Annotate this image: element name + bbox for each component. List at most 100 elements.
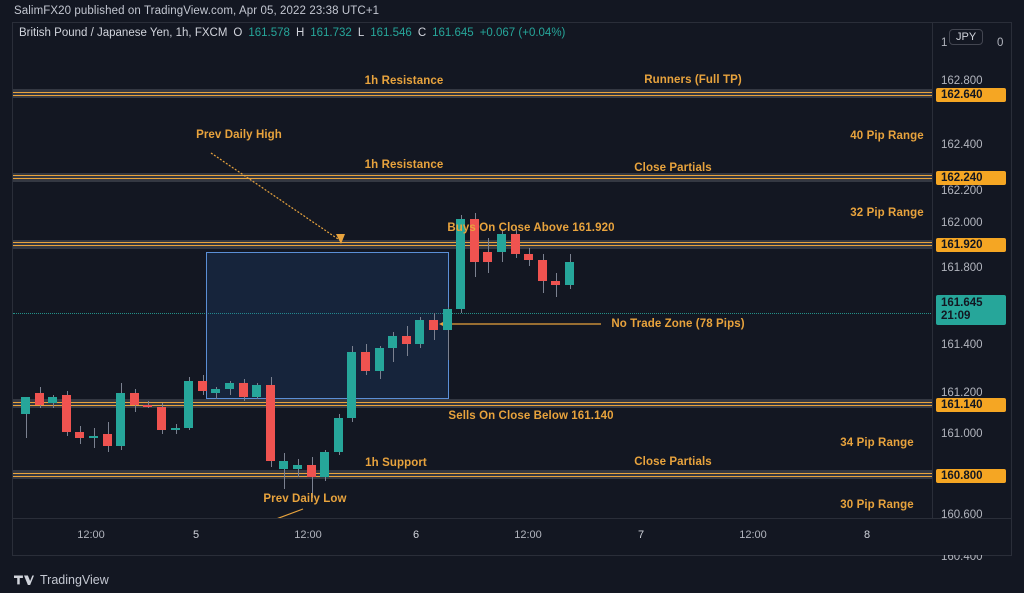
candle-body — [279, 461, 289, 470]
prev-daily-low-label: Prev Daily Low — [263, 493, 347, 505]
level-band — [13, 173, 933, 182]
resistance-mid-label: 1h Resistance — [364, 159, 444, 171]
candle-body — [75, 431, 85, 438]
candle-body — [469, 218, 479, 262]
legend-low-value: 161.546 — [370, 27, 412, 39]
range-30-label: 30 Pip Range — [840, 499, 914, 511]
time-tick: 6 — [412, 529, 420, 541]
candle-body — [89, 435, 98, 438]
price-level-line-upper — [13, 92, 933, 93]
current-price-line — [13, 313, 933, 314]
candle-body — [238, 383, 248, 397]
candle-body — [252, 385, 262, 397]
level-band — [13, 399, 933, 408]
price-tick: 162.200 — [941, 185, 983, 197]
price-tick: 161.200 — [941, 387, 983, 399]
time-tick: 12:00 — [77, 529, 105, 541]
candle-body — [157, 406, 166, 430]
currency-badge-underlay-right: 0 — [997, 37, 1004, 49]
candle-body — [184, 381, 194, 429]
legend-open-value: 161.578 — [248, 27, 290, 39]
legend-low-label: L — [357, 27, 365, 39]
footer: TradingView — [14, 573, 109, 587]
currency-badge-label: JPY — [956, 31, 977, 43]
range-32-label: 32 Pip Range — [850, 207, 924, 219]
time-tick: 8 — [863, 529, 871, 541]
candle-body — [333, 418, 343, 452]
range-34-label: 34 Pip Range — [840, 437, 914, 449]
support-label: 1h Support — [365, 457, 427, 469]
candle-body — [170, 428, 180, 431]
candle-body — [143, 404, 153, 407]
candle-body — [34, 392, 44, 405]
candle-body — [524, 253, 534, 260]
candle-body — [211, 388, 221, 393]
candle-body — [129, 392, 139, 405]
tradingview-logo-icon — [14, 574, 34, 587]
candle-body — [320, 451, 330, 477]
time-tick: 12:00 — [739, 529, 767, 541]
price-tick: 162.400 — [941, 139, 983, 151]
candle-body — [21, 396, 30, 415]
price-level-line — [13, 476, 933, 477]
current-price-tag: 161.645 21:09 — [936, 295, 1006, 325]
candle-body — [102, 433, 112, 446]
price-level-tag: 162.640 — [936, 88, 1006, 102]
time-axis[interactable]: 12:00 5 12:00 6 12:00 7 12:00 8 — [13, 518, 1011, 555]
currency-badge: JPY — [949, 29, 984, 45]
price-tick: 161.800 — [941, 262, 983, 274]
candle-body — [225, 383, 234, 389]
price-axis[interactable]: 162.800 162.400 162.200 162.000 161.800 161.4… — [932, 23, 1011, 563]
candle-body — [415, 320, 425, 344]
candle-body — [265, 385, 275, 462]
currency-badge-underlay: 1 — [941, 37, 948, 49]
candle-body — [293, 465, 302, 470]
candle-body — [361, 351, 370, 372]
legend-close-label: C — [417, 27, 427, 39]
candle-wick — [284, 453, 286, 489]
candle-body — [388, 336, 398, 348]
candle-body — [48, 396, 58, 403]
candle-wick — [447, 306, 449, 360]
chart-frame: British Pound / Japanese Yen, 1h, FXCM O 1… — [12, 22, 1012, 563]
buys-on-close-label: Buys On Close Above 161.920 — [447, 222, 615, 234]
legend-close-value: 161.645 — [432, 27, 474, 39]
candle-wick — [26, 396, 27, 438]
close-partials-top-label: Close Partials — [634, 162, 712, 174]
price-level-line — [13, 178, 933, 179]
price-tick: 161.000 — [941, 428, 983, 440]
price-level-tag: 162.240 — [936, 171, 1006, 185]
candle-wick — [216, 386, 218, 399]
price-level-tag: 160.800 — [936, 469, 1006, 483]
candle-body — [197, 381, 207, 391]
legend-symbol[interactable]: British Pound / Japanese Yen, 1h, FXCM — [19, 27, 228, 39]
prev-daily-high-arrow — [210, 152, 342, 242]
sells-on-close-label: Sells On Close Below 161.140 — [448, 410, 614, 422]
candle-body — [442, 308, 452, 331]
time-tick: 5 — [192, 529, 200, 541]
level-band — [13, 470, 933, 479]
prev-daily-high-label: Prev Daily High — [196, 129, 282, 141]
candle-body — [537, 259, 547, 282]
tradingview-brand-label: TradingView — [40, 573, 109, 587]
time-tick: 12:00 — [294, 529, 322, 541]
candle-body — [116, 392, 126, 446]
candle-body — [497, 234, 506, 252]
candle-body — [347, 351, 357, 419]
candle-body — [565, 261, 574, 286]
current-price-value: 161.645 — [941, 297, 983, 309]
candle-wick — [556, 273, 558, 297]
price-level-line-upper — [13, 402, 933, 403]
no-trade-zone-box[interactable] — [206, 252, 449, 399]
price-tick: 161.400 — [941, 339, 983, 351]
legend-open-label: O — [233, 27, 243, 39]
price-tick: 162.000 — [941, 217, 983, 229]
candle-body — [510, 234, 520, 254]
chart-legend: British Pound / Japanese Yen, 1h, FXCM O 1… — [19, 27, 565, 39]
candle-body — [429, 320, 438, 331]
current-price-time: 21:09 — [941, 310, 971, 322]
candle-body — [374, 347, 384, 372]
candle-wick — [311, 457, 313, 499]
legend-high-value: 161.732 — [310, 27, 352, 39]
price-plot-area[interactable]: 1h Resistance Runners (Full TP) Prev Daily… — [13, 23, 933, 519]
